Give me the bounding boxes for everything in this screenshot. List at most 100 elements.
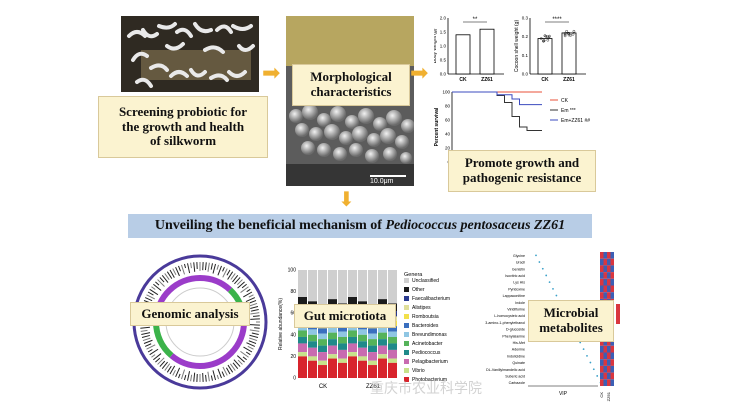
genome-track-mark [188,371,190,380]
gut-stack-segment [378,354,387,358]
genome-track-mark [249,295,254,297]
metabolite-name: Viridiflorine [507,307,525,311]
heatmap-cell [607,359,611,366]
genome-track-mark [226,368,230,374]
vip-point [552,288,554,290]
metabolite-name: Glycine [513,254,525,258]
sig-label: **** [552,17,562,23]
gut-legend-swatch [404,314,409,319]
genome-track-mark [213,264,216,273]
gut-legend-swatch [404,305,409,310]
genome-track-mark [222,372,224,377]
gut-stack-segment [338,363,347,378]
metabolite-name: Indolicidine [507,354,525,358]
heatmap-cell [600,359,604,366]
heatmap-cell [604,279,608,286]
gut-legend-swatch [404,323,409,328]
gut-stack-segment [308,348,317,357]
gut-stack-segment [328,359,337,378]
gut-stack-segment [308,329,317,334]
gut-stack-segment [388,332,397,337]
heatmap-cell [611,265,615,272]
heatmap-cell [600,259,604,266]
genome-track-mark [246,352,250,355]
gut-stack-segment [318,334,327,339]
gut-legend-label: Unclassified [412,278,439,284]
genome-track-mark [218,266,222,275]
arrow-down-icon: ⬇ [338,190,355,210]
genome-track-mark [250,325,260,326]
arrow-right-icon-2: ➡ [410,62,428,84]
heatmap-cell [607,252,611,259]
gut-legend-label: Bacteroides [412,323,439,329]
gut-stack-segment [338,350,347,359]
genome-track-mark [247,289,251,291]
gut-legend-swatch [404,341,409,346]
heatmap-cell [611,252,615,259]
genome-track-mark [178,374,180,378]
gut-stack-segment [298,330,307,336]
genome-track-mark [158,280,165,287]
genome-track-mark [211,376,212,381]
genome-track-mark [223,267,225,271]
bar-tick-label: 2.0 [440,16,447,21]
vip-point [539,261,541,263]
bar [456,35,470,74]
gut-stack-segment [378,270,387,299]
gut-legend-label: Vibrio [412,368,425,374]
vip-point [596,375,598,377]
gut-legend-label: Faecalibacterium [412,296,450,302]
screening-line-3: of silkworm [99,134,267,149]
heatmap-cell [604,259,608,266]
genome-track-mark [250,313,259,314]
genome-track-mark [250,330,259,331]
vip-point [542,268,544,270]
gut-stack-segment [308,361,317,378]
genome-track-mark [191,375,192,382]
silkworm-photo [121,16,259,92]
gut-stack-segment [348,337,357,343]
gut-stack-segment [328,327,337,332]
gut-stack-segment [368,270,377,306]
gut-stack-segment [318,339,327,345]
heatmap-cell [600,373,604,380]
survival-line [452,92,542,131]
gut-ylabel: Relative abundance(%) [278,298,284,350]
heatmap-cell [600,353,604,360]
genome-track-mark [206,375,207,382]
gut-stack-segment [368,334,377,339]
genome-track-mark [184,264,185,268]
genome-track-mark [217,265,219,270]
survival-legend-label: CK [561,98,569,104]
vip-point [556,295,558,297]
morph-line-2: characteristics [293,85,409,100]
heatmap-cell [611,272,615,279]
genome-track-mark [252,333,259,334]
gut-legend-swatch [404,350,409,355]
genome-track-mark [178,266,180,271]
heatmap-col-label: ZZ61 [606,391,611,401]
mechanism-banner: Unveiling the beneficial mechanism of Pe… [128,214,592,238]
survival-legend-label: Em *** [561,108,576,114]
survival-line [452,92,542,105]
gut-ytick: 80 [290,289,296,295]
heatmap-cell [607,346,611,353]
heatmap-cell [611,359,615,366]
gut-stack-segment [328,270,337,299]
vip-point [586,355,588,357]
genome-track-mark [217,375,218,379]
silkworm-illustration [121,16,259,92]
gut-legend-label: Pediococcus [412,350,441,356]
vip-point [590,362,592,364]
heatmap-cell [607,286,611,293]
screening-line-1: Screening probiotic for [99,105,267,120]
gut-stack-segment [318,365,327,378]
gut-legend-swatch [404,296,409,301]
gut-stack-segment [358,348,367,357]
bar-ylabel: Cocoon shell weight (g) [514,20,520,73]
metab-label: Microbial metabolites [528,300,614,342]
survival-ytick: 100 [442,90,450,95]
heatmap-cell [604,286,608,293]
metabolite-name: D-glucoside [506,328,525,332]
genome-track-mark [173,269,176,275]
